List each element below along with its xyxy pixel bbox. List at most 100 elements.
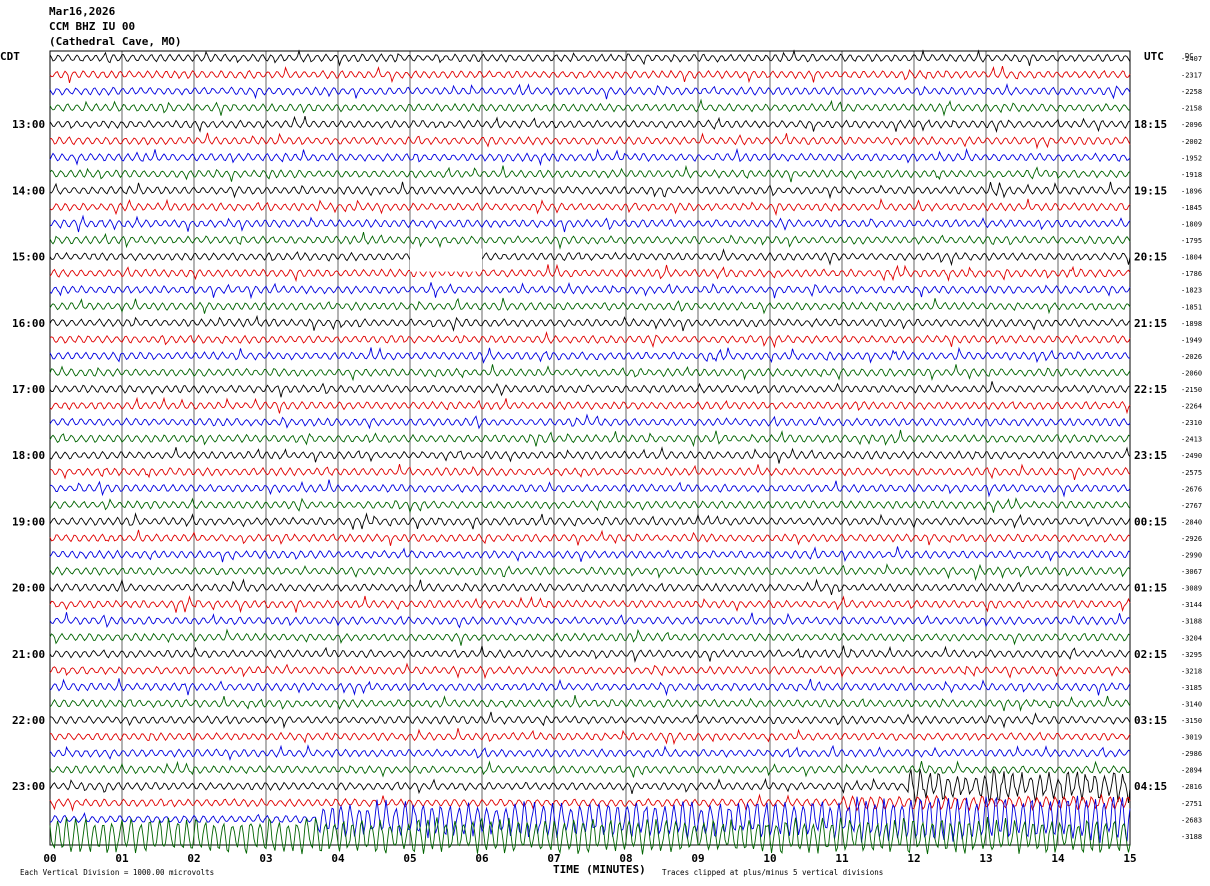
utc-label-7: 01:15: [1134, 582, 1167, 595]
trace-line-32: [49, 578, 1131, 596]
trace-line-34: [49, 612, 1131, 629]
cdt-label-9: 22:00: [12, 714, 45, 727]
dc-value-21: -2264: [1181, 403, 1202, 411]
trace-line-25: [49, 463, 1131, 481]
station-channel: CCM BHZ IU 00: [49, 20, 135, 33]
minute-grid: [121, 51, 1059, 845]
dc-value-4: -2096: [1181, 121, 1202, 129]
dc-value-26: -2676: [1181, 485, 1202, 493]
dc-value-46: -2683: [1181, 816, 1202, 824]
dc-value-25: -2575: [1181, 469, 1202, 477]
clipping-note: Traces clipped at plus/minus 5 vertical …: [662, 868, 883, 877]
dc-value-33: -3144: [1181, 601, 1202, 609]
trace-line-10: [49, 214, 1131, 233]
trace-line-30: [49, 546, 1131, 563]
dc-value-5: -2002: [1181, 138, 1202, 146]
x-axis-title: TIME (MINUTES): [553, 863, 646, 876]
record-date: Mar16,2026: [49, 5, 116, 18]
cdt-hour-labels: 13:00 14:00 15:00 16:00 17:00 18:00 19:00 20:00…: [12, 118, 45, 793]
trace-line-23: [49, 429, 1131, 448]
dc-value-31: -3067: [1181, 568, 1202, 576]
x-tick-14: 14: [1051, 852, 1065, 865]
x-tick-03: 03: [259, 852, 272, 865]
dc-value-47: -3188: [1181, 833, 1202, 841]
trace-line-17: [49, 331, 1131, 349]
dc-value-27: -2767: [1181, 502, 1202, 510]
seismic-traces: [49, 49, 1131, 855]
dc-value-42: -2986: [1181, 750, 1202, 758]
trace-line-12: [49, 248, 1131, 267]
dc-value-38: -3185: [1181, 684, 1202, 692]
trace-line-1: [49, 65, 1131, 84]
x-tick-09: 09: [691, 852, 704, 865]
dc-value-13: -1786: [1181, 270, 1202, 278]
dc-value-32: -3089: [1181, 585, 1202, 593]
trace-line-44: [49, 769, 1131, 804]
cdt-label-6: 19:00: [12, 515, 45, 528]
utc-label-0: 18:15: [1134, 118, 1167, 131]
trace-line-47: [49, 817, 1131, 855]
trace-line-40: [50, 711, 1131, 729]
dc-value-18: -2026: [1181, 353, 1202, 361]
trace-line-14: [49, 282, 1131, 300]
trace-line-20: [49, 381, 1131, 398]
trace-line-28: [49, 512, 1131, 530]
trace-line-13: [49, 263, 1131, 283]
x-tick-04: 04: [331, 852, 345, 865]
cdt-label-3: 16:00: [12, 317, 45, 330]
dc-value-11: -1795: [1181, 237, 1202, 245]
dc-value-7: -1918: [1181, 171, 1202, 179]
trace-line-35: [49, 628, 1131, 646]
trace-line-22: [49, 413, 1131, 430]
station-location: (Cathedral Cave, MO): [49, 35, 181, 48]
dc-value-6: -1952: [1181, 154, 1202, 162]
dc-value-44: -2816: [1181, 783, 1202, 791]
utc-label-4: 22:15: [1134, 383, 1167, 396]
dc-value-41: -3019: [1181, 734, 1202, 742]
dc-value-8: -1896: [1181, 187, 1202, 195]
trace-line-26: [49, 479, 1131, 498]
vertical-scale-note: Each Vertical Division = 1000.00 microvo…: [20, 868, 214, 877]
trace-line-2: [49, 82, 1131, 100]
trace-line-8: [49, 181, 1131, 200]
x-tick-10: 10: [763, 852, 776, 865]
utc-label-9: 03:15: [1134, 714, 1167, 727]
dc-value-14: -1823: [1181, 287, 1202, 295]
dc-value-36: -3295: [1181, 651, 1202, 659]
cdt-label-5: 18:00: [12, 449, 45, 462]
trace-line-21: [49, 396, 1131, 415]
trace-line-5: [49, 132, 1131, 150]
x-tick-01: 01: [115, 852, 129, 865]
trace-line-24: [49, 446, 1131, 464]
dc-value-22: -2310: [1181, 419, 1202, 427]
dc-value-40: -3150: [1181, 717, 1202, 725]
trace-line-9: [49, 197, 1131, 216]
x-tick-08: 08: [619, 852, 632, 865]
trace-line-4: [49, 115, 1131, 133]
utc-label-6: 00:15: [1134, 515, 1167, 528]
right-timezone-label: UTC: [1144, 50, 1164, 63]
dc-value-28: -2840: [1181, 518, 1202, 526]
dc-value-20: -2150: [1181, 386, 1202, 394]
dc-value-35: -3204: [1181, 634, 1202, 642]
utc-label-8: 02:15: [1134, 648, 1167, 661]
x-tick-12: 12: [907, 852, 920, 865]
plot-frame: [49, 50, 1131, 846]
trace-line-41: [49, 728, 1131, 746]
dc-value-17: -1949: [1181, 336, 1202, 344]
x-tick-07: 07: [547, 852, 560, 865]
dc-value-1: -2317: [1181, 72, 1202, 80]
trace-line-19: [49, 364, 1131, 382]
x-tick-02: 02: [187, 852, 200, 865]
cdt-label-10: 23:00: [12, 780, 45, 793]
data-gaps: [410, 248, 482, 272]
utc-label-10: 04:15: [1134, 780, 1167, 793]
dc-value-15: -1851: [1181, 303, 1202, 311]
trace-line-3: [49, 98, 1130, 117]
trace-line-46: [49, 795, 1131, 843]
dc-value-43: -2894: [1181, 767, 1202, 775]
dc-value-39: -3140: [1181, 700, 1202, 708]
cdt-label-1: 14:00: [12, 184, 45, 197]
cdt-label-0: 13:00: [12, 118, 45, 131]
